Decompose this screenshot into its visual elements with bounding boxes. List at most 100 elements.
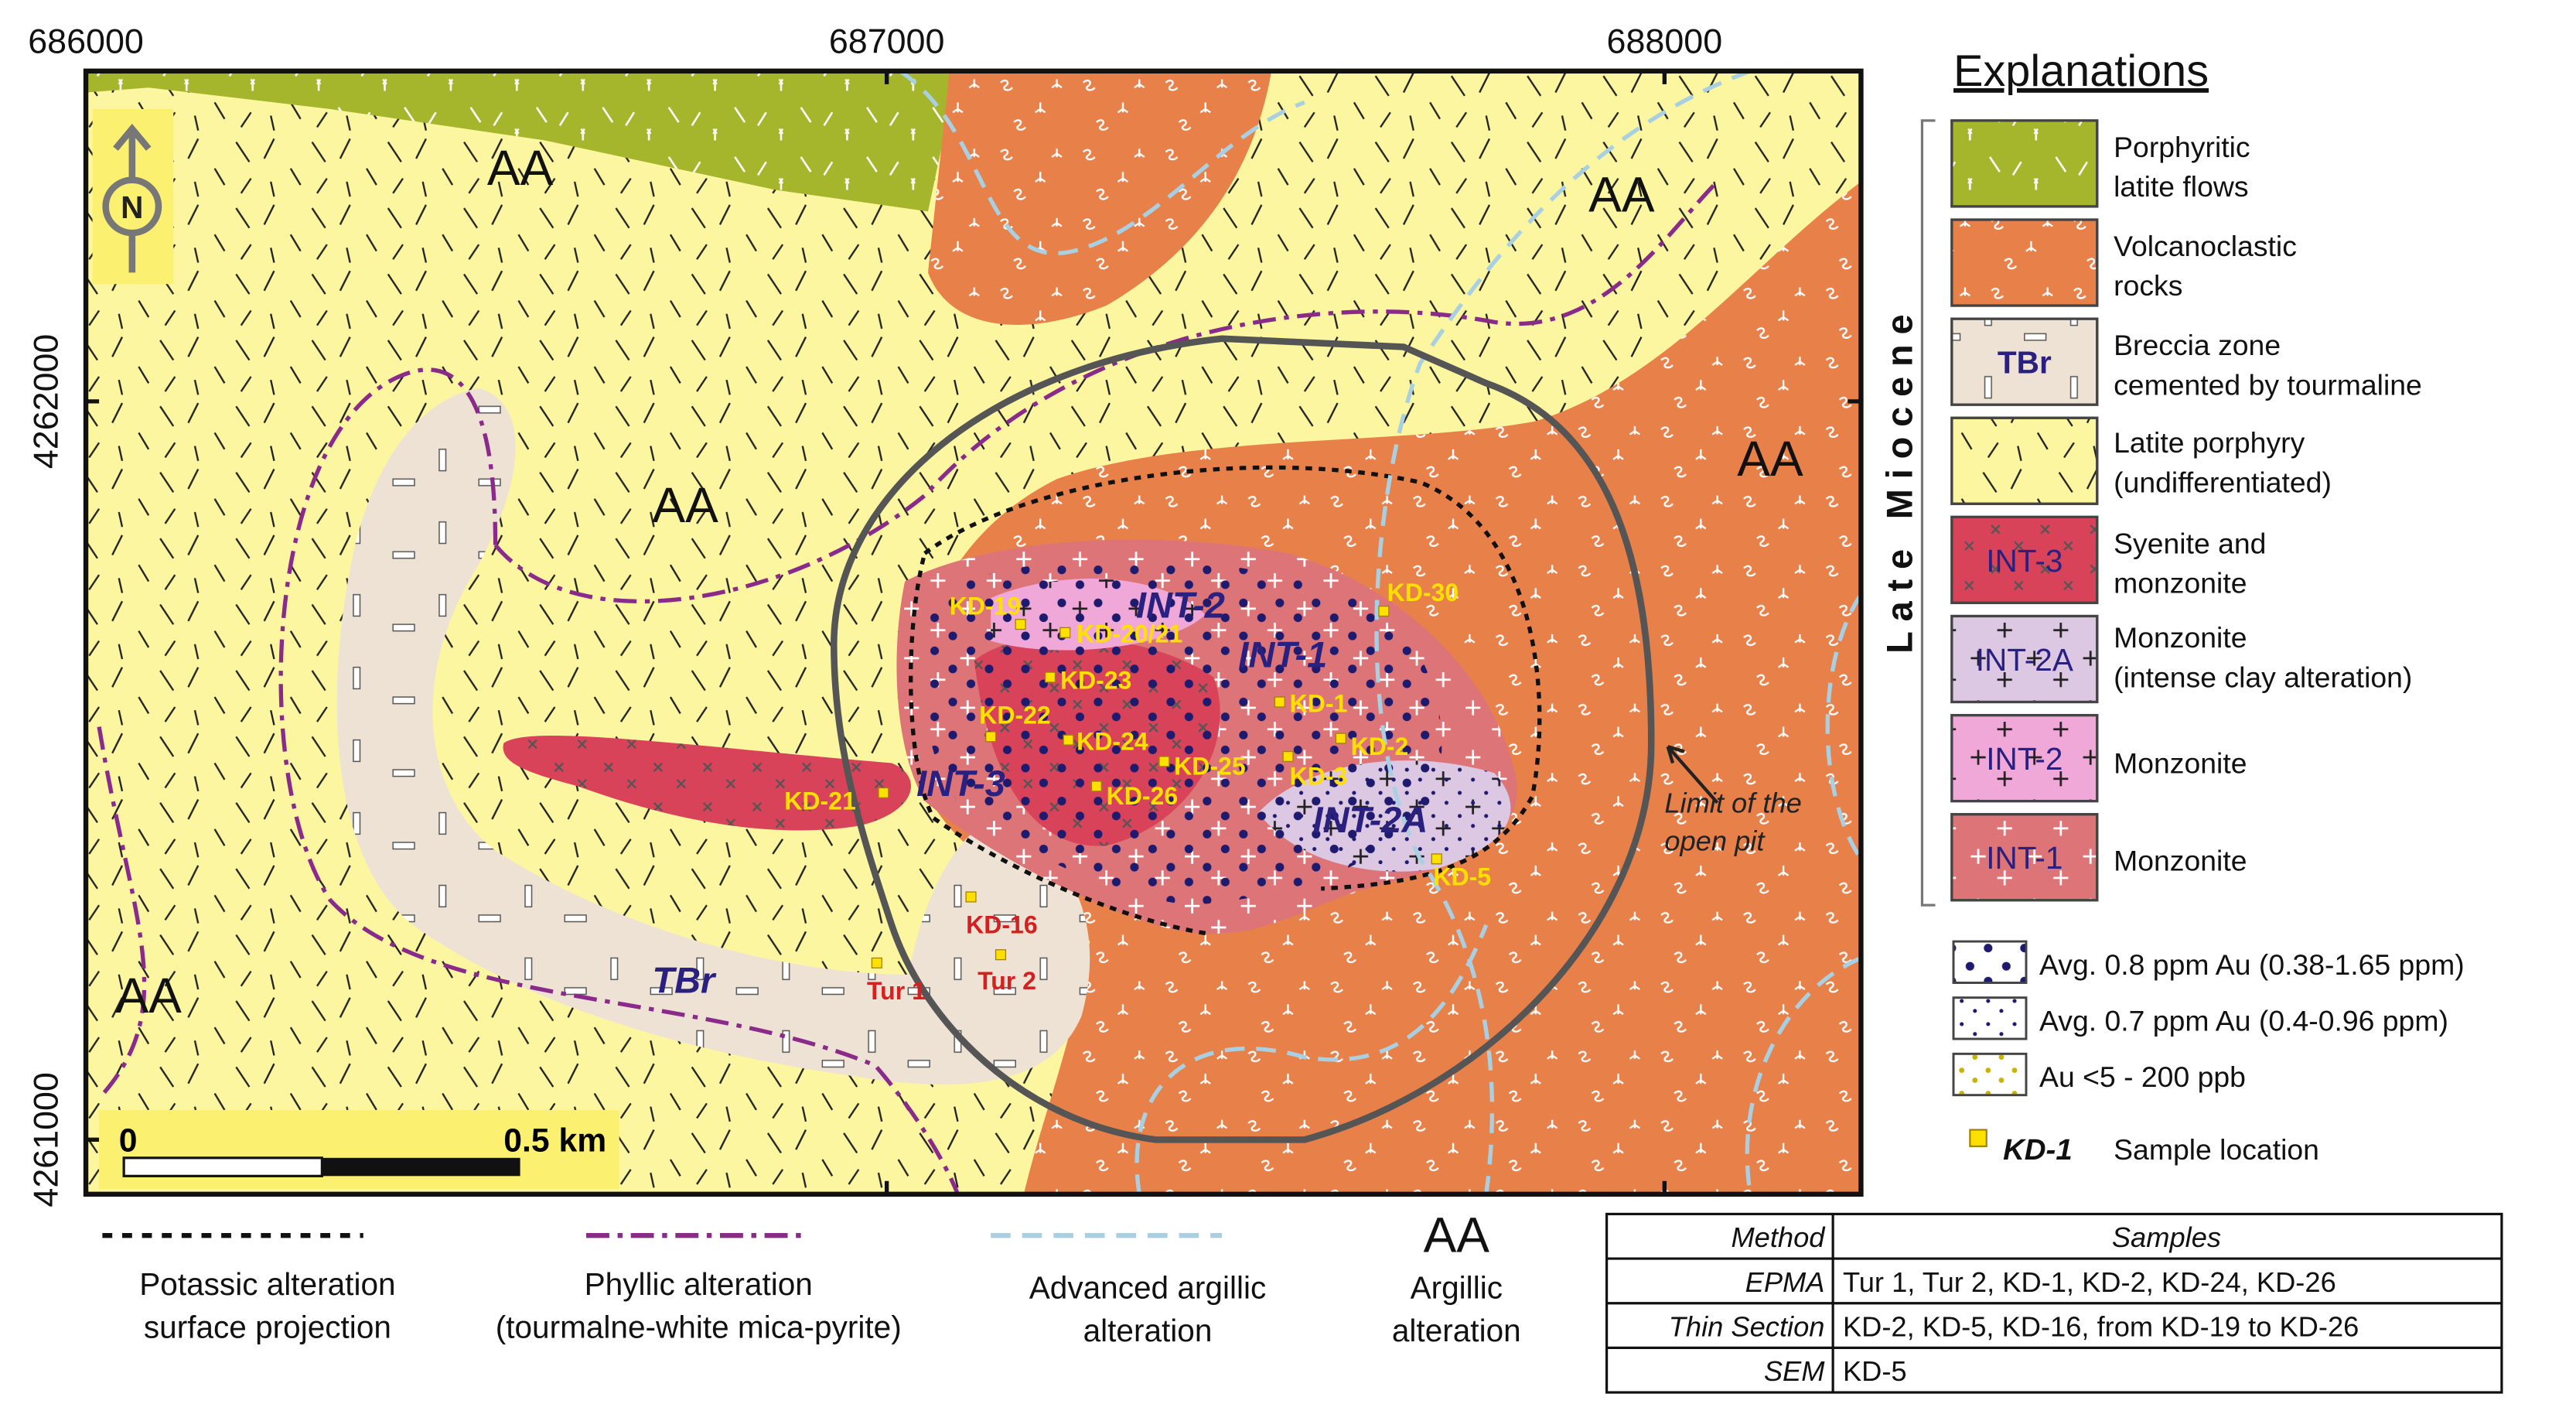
map-shape <box>1950 713 2099 803</box>
sample-label: Tur 1 <box>867 977 926 1005</box>
sample-label: KD-21 <box>784 787 856 815</box>
sample-label: KD-2 <box>1351 733 1409 760</box>
au-swatches <box>1952 940 2028 1097</box>
text-line: (intense clay alteration) <box>2114 661 2412 693</box>
sample-label: KD-24 <box>1076 727 1148 755</box>
map-shape <box>965 891 977 903</box>
north-arrow: N <box>92 108 174 285</box>
legend-label: Monzonite (intense clay alteration) <box>2114 621 2412 693</box>
x-coord: 687000 <box>829 21 945 60</box>
map-shape <box>1952 1052 2028 1097</box>
table-header: Method <box>1731 1221 1826 1253</box>
text-line: Monzonite <box>2114 621 2247 654</box>
legend-label: Monzonite <box>2114 844 2247 876</box>
map-shape <box>86 70 958 212</box>
scale-end: 0.5 km <box>503 1122 606 1159</box>
text-line: open pit <box>1664 825 1766 857</box>
map-shape <box>1431 853 1442 865</box>
argillic-key: AA <box>1424 1208 1490 1263</box>
text-line: (undifferentiated) <box>2114 466 2332 498</box>
map-shape <box>871 957 882 968</box>
sample-legend-symbol: KD-1 <box>2003 1133 2073 1167</box>
table-cell: KD-5 <box>1843 1355 1907 1387</box>
text-line: Advanced argillic <box>1029 1269 1267 1305</box>
pit-label: Limit of the open pit <box>1664 787 1801 857</box>
map-shape <box>102 176 162 237</box>
map-shape <box>1090 781 1102 792</box>
map-body <box>86 70 1861 1194</box>
zone-label: AA <box>487 140 554 196</box>
unit-label: INT-1 <box>1238 634 1327 675</box>
table-cell: SEM <box>1764 1355 1825 1387</box>
text-line: Phyllic alteration <box>585 1266 813 1302</box>
map-frame <box>83 68 1864 1197</box>
sample-label: KD-30 <box>1387 579 1459 606</box>
text-line: Volcanoclastic <box>2114 230 2297 262</box>
line-legend-label: Phyllic alteration (tourmalne-white mica-… <box>496 1266 902 1345</box>
text-line: Porphyritic <box>2114 131 2250 163</box>
map-shape <box>1378 606 1390 617</box>
legend-label: Breccia zone cemented by tourmaline <box>2114 329 2422 401</box>
line-legend-label: Argillic alteration <box>1392 1269 1521 1348</box>
sample-label: KD-25 <box>1174 752 1246 780</box>
table-header: Samples <box>2112 1221 2221 1253</box>
text-line: Syenite and <box>2114 527 2266 559</box>
text-line: Limit of the <box>1664 787 1801 819</box>
zone-label: AA <box>1737 431 1803 487</box>
map-shape <box>1282 750 1294 763</box>
swatch-symbol: TBr <box>1998 345 2052 381</box>
legend-swatches <box>1950 119 2099 902</box>
map-shape <box>1044 671 1056 683</box>
map-shape <box>1950 218 2099 307</box>
y-coord: 4262000 <box>26 334 66 470</box>
scale-bar: 0 0.5 km <box>99 1109 619 1190</box>
map-shape <box>1950 614 2099 704</box>
zone-label: AA <box>1588 166 1655 222</box>
x-coord: 688000 <box>1607 21 1723 60</box>
text-line: alteration <box>1392 1313 1521 1348</box>
unit-label: INT-2 <box>1136 585 1225 626</box>
sample-label: KD-20/21 <box>1076 620 1182 648</box>
line-legend-label: Potassic alteration surface projection <box>139 1266 395 1345</box>
sample-label: KD-16 <box>966 910 1038 938</box>
legend-label: Volcanoclastic rocks <box>2114 230 2297 302</box>
period-label: Late Miocene <box>1879 305 1920 654</box>
map-shape <box>1950 416 2099 505</box>
text-line: Argillic <box>1411 1269 1503 1305</box>
sample-label: KD-5 <box>1433 863 1491 891</box>
advanced-argillic-line <box>899 70 1861 1194</box>
map-shape <box>1950 813 2099 902</box>
text-line: Latite porphyry <box>2114 426 2305 459</box>
line-legend-label: Advanced argillic alteration <box>1029 1269 1267 1348</box>
au-label: Au <5 - 200 ppb <box>2039 1061 2246 1093</box>
swatch-symbol: INT-3 <box>1986 543 2063 579</box>
legend-label: Monzonite <box>2114 746 2247 779</box>
map-shape <box>1015 619 1026 630</box>
open-pit-limit <box>831 335 1655 1143</box>
legend-label: Porphyritic latite flows <box>2114 131 2250 203</box>
map-shape <box>322 1157 520 1177</box>
map-shape <box>1950 119 2099 208</box>
scale-start: 0 <box>119 1122 138 1159</box>
text-line: surface projection <box>144 1310 391 1345</box>
pit-arrow <box>1666 745 1719 804</box>
x-coord: 686000 <box>28 21 144 60</box>
text-line: latite flows <box>2114 170 2248 203</box>
map-shape <box>1950 515 2099 604</box>
map-shape <box>336 388 1090 1085</box>
text-line: alteration <box>1083 1313 1213 1348</box>
sample-label: KD-22 <box>979 701 1051 729</box>
au-label: Avg. 0.8 ppm Au (0.38-1.65 ppm) <box>2039 948 2465 981</box>
legend-title: Explanations <box>1953 46 2209 96</box>
map-shape <box>1063 734 1074 746</box>
au-label: Avg. 0.7 ppm Au (0.4-0.96 ppm) <box>2039 1004 2448 1037</box>
zone-label: AA <box>115 968 182 1023</box>
table-cell: EPMA <box>1745 1266 1825 1298</box>
map-shape <box>1158 756 1170 767</box>
unit-label: INT-3 <box>916 763 1005 804</box>
legend-label: Syenite and monzonite <box>2114 527 2266 599</box>
map-shape <box>985 731 997 743</box>
sample-symbol <box>1969 1129 1987 1147</box>
swatch-symbol: INT-2 <box>1986 741 2063 777</box>
